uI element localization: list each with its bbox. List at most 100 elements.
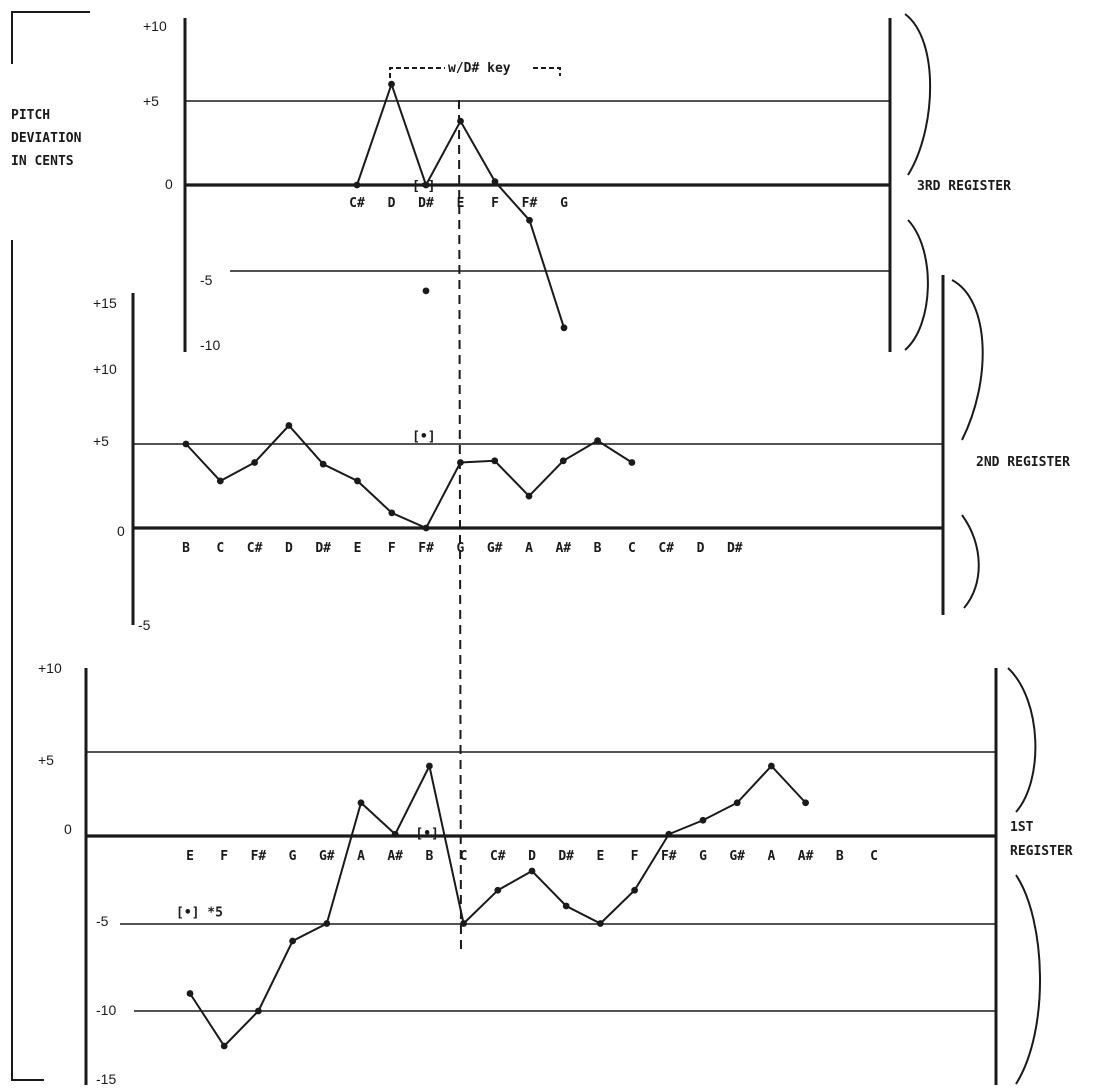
category-label: A# [387,849,403,864]
register-3-brace [904,13,932,351]
ylabel-line-3: IN CENTS [11,154,74,169]
data-point-A# [802,799,809,807]
data-point-C# [353,181,361,189]
register-1-ytick-0: +10 [38,660,62,676]
category-label: F# [251,849,267,864]
register-2-brace [951,279,984,609]
data-point-F# [526,216,533,224]
register-3-label: 3RD REGISTER [917,179,1011,194]
category-label: B [836,849,844,864]
category-label: A [767,849,775,864]
category-label: D# [558,849,574,864]
category-label: F [388,541,396,556]
ylabel-line-2: DEVIATION [11,131,82,146]
category-label: D [528,849,536,864]
category-label: A# [798,849,814,864]
register-1-ytick-1: +5 [38,752,54,768]
data-point-E [457,117,464,125]
category-label: C# [247,541,263,556]
category-label: B [594,541,602,556]
data-point-D# [319,460,327,468]
category-label: G# [487,541,503,556]
category-label: E [596,849,604,864]
annotation-dashed-bracket [389,67,561,78]
category-label: D# [418,196,434,211]
category-label: C# [658,541,674,556]
register-2-ytick-2: +5 [93,433,109,449]
register-2-ytick-4: -5 [138,617,151,633]
register-1-ytick-2: 0 [64,821,72,837]
data-point-A [357,799,365,807]
category-label: C [870,849,878,864]
data-point-F [220,1042,228,1050]
category-label: C [628,541,636,556]
register-3-ytick-2: 0 [165,176,173,192]
data-point-A# [559,457,567,465]
register-1-marks: E F F# G G# A A# B C C# D D# E F F# G G# A A# B C [•] [•] *5 [176,762,878,1050]
annotation-label: w/D# key [448,61,511,76]
data-point-F# [665,830,673,838]
data-point-extra [422,287,430,295]
category-label: D [285,541,293,556]
category-label: G [289,849,297,864]
data-point-G [560,324,568,332]
register-3-ytick-0: +10 [143,18,167,34]
data-point-C [216,477,224,485]
register-1-label-line-2: REGISTER [1010,844,1073,859]
data-point-F [631,886,638,894]
register-2-ytick-1: +10 [93,361,117,377]
data-point-F# [255,1007,262,1015]
category-label: F# [661,849,677,864]
category-label: G [560,196,568,211]
category-label: C [216,541,224,556]
data-point-F [388,509,396,517]
register-1-label-line-1: 1ST [1010,820,1034,835]
data-point-D# [422,181,430,189]
data-point-B [182,440,190,448]
data-point-G# [323,920,331,927]
category-label: G [456,541,464,556]
register-2-ytick-0: +15 [93,295,117,311]
data-point-E [186,990,194,997]
register-1-series-line [189,763,807,1048]
ylabel-line-1: PITCH [11,108,50,123]
register-3-panel: +10 +5 0 -5 -10 3RD REGISTER C# D D# E F F# G [… [143,13,1011,353]
data-point-G# [733,799,741,807]
data-point-A [525,492,533,500]
register-3-ytick-4: -10 [200,337,220,353]
category-label: A [525,541,533,556]
data-point-B [594,437,601,445]
register-1-ytick-5: -15 [96,1071,116,1087]
data-point-D [528,867,536,875]
category-label: F [220,849,228,864]
data-point-G [699,816,707,824]
data-point-D [285,422,293,429]
data-point-E [354,477,361,485]
category-label: F# [418,541,434,556]
category-label: C [460,849,468,864]
data-point-G [289,937,296,945]
register-1-ytick-3: -5 [96,913,109,929]
category-label: G# [319,849,335,864]
register-2-label: 2ND REGISTER [976,455,1070,470]
category-label: E [354,541,362,556]
category-label: G [699,849,707,864]
register-2-series-line [185,424,633,530]
data-point-F# [422,524,430,532]
category-label: D [697,541,705,556]
register-1-brace [1007,667,1041,1085]
data-point-G# [491,457,499,465]
register-2-ytick-3: 0 [117,523,125,539]
data-point-C# [251,459,258,466]
register-1-ytick-4: -10 [96,1002,116,1018]
category-label: F# [522,196,538,211]
register-3-marks: C# D D# E F F# G [•] [349,80,568,332]
category-label: F [491,196,499,211]
register-3-ytick-3: -5 [200,272,213,288]
data-point-D [388,80,395,88]
bracketed-marker: [•] [415,827,438,842]
register-2-marks: B C C# D D# E F F# G G# A A# B C C# D D# [•] [182,422,743,556]
register-2-panel: +15 +10 +5 0 -5 2ND REGISTER B C C# D D# E F F#… [93,275,1070,633]
data-point-A# [391,830,399,838]
